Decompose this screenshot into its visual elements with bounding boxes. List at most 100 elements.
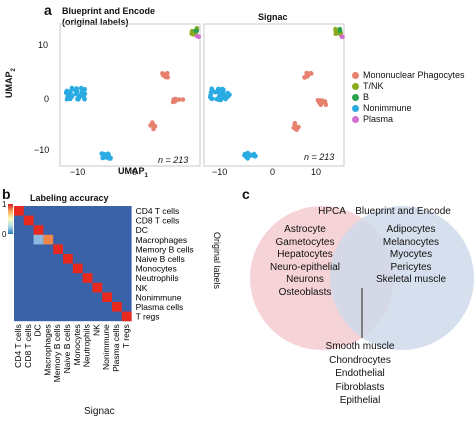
- panel-a-letter: a: [44, 2, 52, 18]
- umap-y-label-sub: 2: [10, 68, 17, 72]
- umap-point: [170, 99, 176, 105]
- heatmap-col-label: DC: [33, 324, 43, 336]
- venn-left-item: Neuro-epithelial: [269, 261, 341, 273]
- legend-label: Plasma: [363, 114, 394, 124]
- panel-c-letter: c: [242, 186, 250, 202]
- heatmap-x-axis-label: Signac: [84, 406, 115, 417]
- umap-point: [217, 97, 222, 103]
- heatmap-cell: [72, 263, 83, 274]
- umap-point: [252, 154, 257, 159]
- heatmap-row-label: Monocytes: [136, 264, 177, 274]
- umap-point: [208, 90, 214, 95]
- heatmap-col-label: Neutrophils: [82, 324, 92, 367]
- umap-point: [74, 89, 80, 95]
- umap-point: [221, 87, 226, 93]
- venn-right-item: Skeletal muscle: [375, 274, 447, 285]
- venn-right-item: Myocytes: [389, 249, 433, 260]
- umap-point: [225, 94, 230, 99]
- legend-swatch: [352, 93, 359, 101]
- umap-point: [308, 70, 314, 76]
- heatmap-title: Labeling accuracy: [30, 193, 109, 203]
- heatmap-col-label: Nonimmune: [101, 324, 111, 370]
- heatmap-row-label: Nonimmune: [136, 292, 182, 302]
- umap-y-tick-neg10: −10: [34, 145, 50, 155]
- umap-point: [216, 86, 222, 92]
- umap-x-label-sub: 1: [144, 172, 148, 179]
- umap-point: [105, 151, 111, 157]
- venn-left-item: Hepatocytes: [277, 249, 333, 260]
- venn-left-item: Osteoblasts: [278, 286, 332, 298]
- umap-point: [74, 86, 79, 91]
- heatmap-col-label: CD8 T cells: [23, 324, 33, 368]
- umap-point: [337, 26, 343, 32]
- umap-point: [160, 71, 165, 76]
- venn-shared-item: Epithelial: [339, 395, 381, 406]
- umap-point: [79, 92, 85, 98]
- umap-point: [322, 99, 328, 104]
- heatmap-col-label: Macrophages: [42, 324, 52, 376]
- umap-x-label-text: UMAP: [118, 166, 145, 176]
- heatmap-cell: [53, 244, 63, 254]
- heatmap-row-label: CD8 T cells: [136, 216, 180, 226]
- legend-item: Mononuclear Phagocytes: [352, 70, 465, 80]
- umap-right-n-label: n = 213: [304, 152, 335, 162]
- venn-shared-list: Smooth muscle Chondrocytes Endothelial Fibr…: [310, 340, 410, 408]
- panel-b-letter: b: [2, 186, 11, 202]
- heatmap-cell: [23, 215, 34, 226]
- venn-left-item: Neurons: [286, 274, 324, 285]
- umap-y-label-text: UMAP: [4, 71, 14, 99]
- umap-frame: [203, 23, 345, 167]
- umap-point: [165, 74, 170, 80]
- umap-left-plot: [59, 23, 202, 167]
- umap-point: [194, 33, 200, 39]
- heatmap-col-label: T regs: [121, 324, 131, 348]
- heatmap-cell: [43, 234, 54, 245]
- umap-point: [210, 96, 215, 102]
- umap-right-x-tick-neg10: −10: [212, 167, 228, 177]
- venn-shared-item: Fibroblasts: [335, 381, 385, 393]
- umap-point: [76, 96, 81, 102]
- heatmap-col-label: NK: [91, 324, 101, 336]
- umap-point: [180, 97, 186, 102]
- umap-point: [333, 26, 338, 32]
- heatmap-cell: [63, 254, 73, 264]
- umap-point: [176, 97, 182, 102]
- umap-point: [81, 88, 86, 93]
- heatmap-cell: [33, 234, 44, 245]
- panel-a-left-title: Blueprint and Encode (original labels): [62, 6, 156, 27]
- umap-frame: [59, 23, 201, 167]
- umap-point: [103, 155, 108, 160]
- heatmap-row-label: Macrophages: [136, 235, 188, 245]
- heatmap-col-label: CD4 T cells: [13, 324, 23, 368]
- venn-shared-item: Endothelial: [335, 368, 385, 379]
- venn-right-item: Adipocytes: [386, 224, 436, 235]
- legend-label: T/NK: [363, 81, 384, 91]
- umap-left-x-tick-0: 0: [132, 167, 138, 177]
- legend-label: Mononuclear Phagocytes: [363, 70, 465, 80]
- venn-shared-item: Smooth muscle: [325, 341, 395, 352]
- venn-right-item: Melanocytes: [382, 236, 440, 248]
- heatmap-row-label: CD4 T cells: [136, 206, 180, 216]
- heatmap-cell: [82, 273, 93, 283]
- umap-y-label: UMAP2: [4, 68, 17, 98]
- umap-point: [165, 70, 170, 76]
- venn-diagram: [250, 206, 474, 350]
- heatmap-col-label: Monocytes: [72, 324, 82, 365]
- colorbar-tick-1: 1: [2, 200, 7, 209]
- venn-left-title: HPCA: [318, 206, 346, 217]
- heatmap-row-label: Memory B cells: [136, 244, 194, 254]
- legend-swatch: [352, 71, 359, 79]
- legend-swatch: [352, 104, 359, 112]
- umap-point: [315, 98, 321, 103]
- heatmap-y-axis-label: Original labels: [212, 232, 222, 290]
- heatmap-cell: [121, 311, 132, 322]
- venn-shared-item: Chondrocytes: [329, 354, 391, 366]
- umap-x-label: UMAP1: [118, 166, 148, 179]
- umap-point: [151, 126, 156, 132]
- venn-left-list: Astrocyte Gametocytes Hepatocytes Neuro-epi…: [255, 224, 355, 299]
- heatmap-col-label: Plasma cells: [111, 324, 121, 372]
- umap-point: [82, 97, 87, 102]
- legend-item: Plasma: [352, 114, 393, 124]
- heatmap-row-label: T regs: [136, 312, 160, 322]
- legend-swatch: [352, 115, 359, 123]
